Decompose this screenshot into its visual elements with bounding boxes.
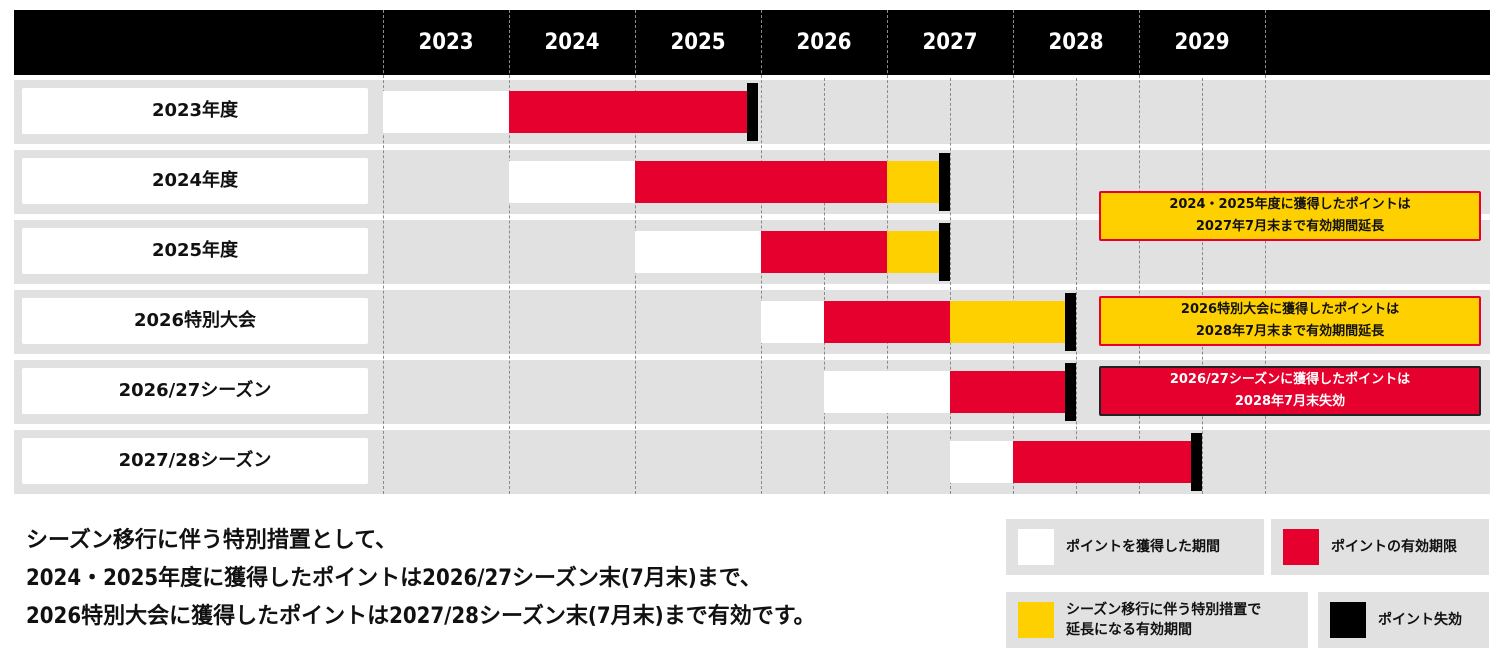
note-line-1: シーズン移行に伴う特別措置として、 xyxy=(26,528,398,553)
earned-period-bar xyxy=(383,91,509,133)
callout-note: 2026/27シーズンに獲得したポイントは 2028年7月末失効 xyxy=(1099,366,1481,416)
extended-period-bar xyxy=(887,231,940,273)
timeline-chart: 2023年度 2024年度 2025年度 2026特別大会 2026/27シーズン 202… xyxy=(14,10,1490,494)
callout-note: 2026特別大会に獲得したポイントは 2028年7月末まで有効期間延長 xyxy=(1099,296,1481,346)
year-gridline xyxy=(509,10,510,494)
earned-period-bar xyxy=(824,371,950,413)
legend-earned-label: ポイントを獲得した期間 xyxy=(1066,539,1220,555)
extended-period-bar xyxy=(887,161,940,203)
legend-extended-text: シーズン移行に伴う特別措置で 延長になる有効期間 xyxy=(1066,600,1261,640)
year-gridline xyxy=(1139,10,1140,494)
row-label: 2024年度 xyxy=(22,158,368,204)
valid-period-bar xyxy=(509,91,749,133)
year-gridline xyxy=(1265,10,1266,494)
expiry-marker xyxy=(938,153,950,211)
half-year-gridline xyxy=(950,78,951,494)
year-label-2023: 2023 xyxy=(418,30,474,55)
row-label: 2026/27シーズン xyxy=(22,368,368,414)
callout-line: 2028年7月末まで有効期間延長 xyxy=(1195,324,1385,339)
year-label-2029: 2029 xyxy=(1174,30,1230,55)
expiry-marker xyxy=(1190,433,1202,491)
legend-extended: シーズン移行に伴う特別措置で 延長になる有効期間 xyxy=(1006,592,1308,648)
note-line-3: 2026特別大会に獲得したポイントは2027/28シーズン末(7月末)まで有効で… xyxy=(26,604,816,629)
extended-period-bar xyxy=(950,301,1066,343)
callout-line: 2028年7月末失効 xyxy=(1234,394,1346,409)
expiry-marker xyxy=(1064,363,1076,421)
legend-extended-swatch xyxy=(1018,602,1054,638)
legend-extended-line-1: シーズン移行に伴う特別措置で xyxy=(1066,602,1262,618)
year-label-2026: 2026 xyxy=(796,30,852,55)
legend-earned-swatch xyxy=(1018,529,1054,565)
callout-line: 2027年7月末まで有効期間延長 xyxy=(1195,219,1385,234)
half-year-gridline xyxy=(1202,78,1203,494)
legend-expiry-label: ポイント失効 xyxy=(1378,612,1462,628)
callout-note: 2024・2025年度に獲得したポイントは 2027年7月末まで有効期間延長 xyxy=(1099,191,1481,241)
valid-period-bar xyxy=(635,161,887,203)
valid-period-bar xyxy=(761,231,887,273)
expiry-marker xyxy=(747,83,759,141)
legend-expiry-swatch xyxy=(1330,602,1366,638)
year-gridline xyxy=(383,10,384,494)
year-label-2027: 2027 xyxy=(922,30,978,55)
callout-line: 2026/27シーズンに獲得したポイントは xyxy=(1169,372,1411,387)
valid-period-bar xyxy=(824,301,950,343)
earned-period-bar xyxy=(509,161,635,203)
note-line-2: 2024・2025年度に獲得したポイントは2026/27シーズン末(7月末)まで… xyxy=(26,566,762,591)
legend-valid-label: ポイントの有効期限 xyxy=(1331,539,1457,555)
earned-period-bar xyxy=(635,231,761,273)
year-label-2024: 2024 xyxy=(544,30,600,55)
valid-period-bar xyxy=(950,371,1066,413)
row-label: 2026特別大会 xyxy=(22,298,368,344)
legend-extended-line-2: 延長になる有効期間 xyxy=(1066,622,1192,638)
expiry-marker xyxy=(1064,293,1076,351)
special-measure-note: シーズン移行に伴う特別措置として、 2024・2025年度に獲得したポイントは2… xyxy=(26,522,816,636)
earned-period-bar xyxy=(761,301,824,343)
year-header-bar xyxy=(14,10,1490,75)
row-label: 2027/28シーズン xyxy=(22,438,368,484)
legend-valid-swatch xyxy=(1283,529,1319,565)
callout-line: 2024・2025年度に獲得したポイントは xyxy=(1169,197,1411,212)
year-label-2025: 2025 xyxy=(670,30,726,55)
legend-earned: ポイントを獲得した期間 xyxy=(1006,519,1264,575)
year-label-2028: 2028 xyxy=(1048,30,1104,55)
earned-period-bar xyxy=(950,441,1013,483)
valid-period-bar xyxy=(1013,441,1192,483)
year-gridline xyxy=(1013,10,1014,494)
half-year-gridline xyxy=(1076,78,1077,494)
callout-line: 2026特別大会に獲得したポイントは xyxy=(1180,302,1400,317)
row-label: 2025年度 xyxy=(22,228,368,274)
expiry-marker xyxy=(938,223,950,281)
legend-valid: ポイントの有効期限 xyxy=(1271,519,1489,575)
row-label: 2023年度 xyxy=(22,88,368,134)
legend-expiry: ポイント失効 xyxy=(1318,592,1489,648)
half-year-gridline xyxy=(824,78,825,494)
